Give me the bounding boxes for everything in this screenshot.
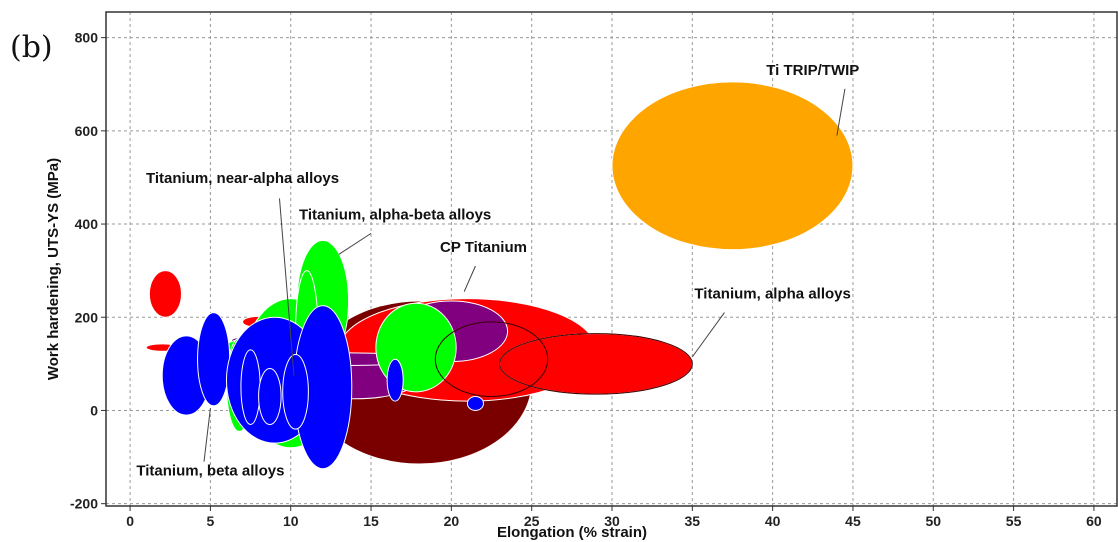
x-tick-label: 30 bbox=[604, 513, 620, 529]
annotation-label: CP Titanium bbox=[440, 239, 527, 256]
y-tick-label: 200 bbox=[75, 309, 99, 325]
y-tick-label: 400 bbox=[75, 216, 99, 232]
beta-alloys-ellipse bbox=[197, 312, 231, 407]
annotation-leader-line bbox=[691, 312, 725, 358]
alpha-alloys-ellipse bbox=[148, 270, 182, 318]
x-tick-label: 10 bbox=[283, 513, 299, 529]
x-tick-label: 5 bbox=[207, 513, 215, 529]
y-axis-title: Work hardening, UTS-YS (MPa) bbox=[45, 158, 62, 380]
x-tick-label: 60 bbox=[1086, 513, 1102, 529]
annotation-leader-line bbox=[836, 88, 846, 136]
y-tick-label: -200 bbox=[70, 496, 98, 512]
x-tick-label: 50 bbox=[925, 513, 941, 529]
annotation-leader-line bbox=[338, 232, 372, 255]
beta-alloys-ellipse bbox=[240, 349, 261, 425]
x-tick-label: 45 bbox=[845, 513, 861, 529]
beta-alloys-ellipse bbox=[386, 358, 404, 402]
annotation-label: Titanium, beta alloys bbox=[136, 463, 284, 480]
annotation-label: Titanium, alpha alloys bbox=[694, 286, 850, 303]
y-tick-label: 600 bbox=[75, 123, 99, 139]
annotation-leader-line bbox=[278, 198, 295, 376]
beta-alloys-ellipse bbox=[282, 354, 309, 430]
x-tick-label: 0 bbox=[126, 513, 134, 529]
x-tick-label: 25 bbox=[524, 513, 540, 529]
trip-twip-ellipse bbox=[611, 81, 854, 251]
panel-label: (b) bbox=[10, 30, 53, 65]
annotation-leader-line bbox=[463, 265, 476, 292]
x-tick-label: 55 bbox=[1006, 513, 1022, 529]
annotation-leader-line bbox=[203, 408, 211, 462]
annotation-layer: Ti TRIP/TWIP Titanium, near-alpha alloys T… bbox=[136, 62, 859, 480]
tick-layer: 0 5 10 15 20 25 30 35 40 45 50 55 60 -200 0 200 400 600 80… bbox=[70, 30, 1102, 529]
x-axis-title: Elongation (% strain) bbox=[497, 524, 647, 541]
y-tick-label: 800 bbox=[75, 30, 99, 46]
beta-alloys-ellipse bbox=[258, 368, 282, 425]
ellipse-layer bbox=[145, 81, 854, 470]
grid bbox=[106, 12, 1118, 506]
ellipse-outline bbox=[434, 321, 549, 397]
ellipse-outline bbox=[499, 333, 693, 395]
annotation-label: Titanium, near-alpha alloys bbox=[146, 170, 339, 187]
annotation-label: Ti TRIP/TWIP bbox=[766, 62, 859, 79]
x-tick-label: 40 bbox=[765, 513, 781, 529]
beta-alloys-ellipse bbox=[466, 395, 484, 411]
y-tick-label: 0 bbox=[90, 402, 98, 418]
x-tick-label: 15 bbox=[363, 513, 379, 529]
x-tick-label: 20 bbox=[444, 513, 460, 529]
x-tick-label: 35 bbox=[685, 513, 701, 529]
annotation-label: Titanium, alpha-beta alloys bbox=[299, 206, 491, 223]
